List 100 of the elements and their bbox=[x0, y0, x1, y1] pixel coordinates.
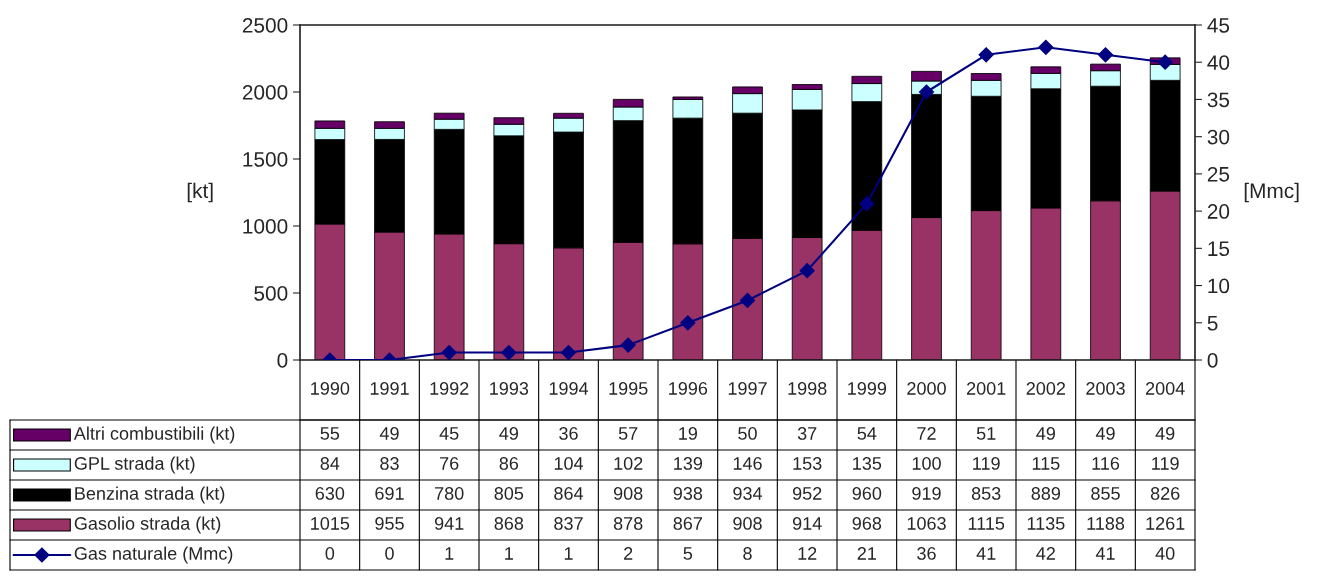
x-tick-label: 1993 bbox=[490, 382, 529, 395]
x-tick-label: 1999 bbox=[848, 382, 887, 395]
y2-axis-title: [Mmc] bbox=[1244, 182, 1299, 203]
data-label: 952 bbox=[792, 487, 822, 500]
data-label: 36 bbox=[559, 427, 578, 440]
data-label: 908 bbox=[613, 487, 643, 500]
y2-tick-label: 15 bbox=[1208, 241, 1230, 257]
data-label: 83 bbox=[380, 457, 399, 470]
y-axis-title: [kt] bbox=[187, 182, 213, 203]
y-tick-label: 2500 bbox=[242, 18, 288, 33]
point bbox=[1097, 47, 1114, 63]
data-label: 8 bbox=[743, 547, 752, 560]
data-label: 691 bbox=[375, 487, 404, 500]
legend-label: Benzina strada (kt) bbox=[75, 486, 225, 504]
data-label: 1 bbox=[505, 547, 513, 560]
point bbox=[859, 196, 875, 212]
data-label: 805 bbox=[494, 487, 524, 500]
data-label: 853 bbox=[971, 487, 1001, 500]
data-label: 41 bbox=[1095, 547, 1115, 560]
data-label: 1 bbox=[445, 547, 454, 560]
point bbox=[799, 263, 815, 279]
data-label: 119 bbox=[1152, 457, 1179, 470]
data-label: 889 bbox=[1031, 487, 1061, 500]
data-label: 1115 bbox=[968, 517, 1005, 530]
legend-label: Gasolio strada (kt) bbox=[74, 516, 221, 534]
data-label: 837 bbox=[554, 517, 583, 530]
x-tick-label: 1990 bbox=[311, 382, 350, 395]
data-label: 955 bbox=[375, 517, 404, 530]
data-label: 1063 bbox=[907, 517, 946, 530]
data-label: 119 bbox=[973, 457, 1000, 470]
data-label: 968 bbox=[852, 517, 882, 530]
point bbox=[739, 292, 756, 309]
data-label: 54 bbox=[857, 427, 877, 440]
data-label: 878 bbox=[613, 517, 643, 530]
y2-tick-label: 0 bbox=[1207, 353, 1218, 368]
point bbox=[680, 315, 696, 331]
data-label: 104 bbox=[554, 457, 584, 470]
data-label: 115 bbox=[1032, 457, 1060, 470]
data-label: 938 bbox=[673, 487, 703, 500]
data-label: 49 bbox=[1036, 427, 1056, 440]
x-tick-label: 2003 bbox=[1086, 382, 1125, 395]
x-tick-label: 1991 bbox=[370, 382, 409, 395]
x-tick-label: 2000 bbox=[907, 382, 946, 395]
data-label: 57 bbox=[618, 427, 638, 440]
point bbox=[560, 344, 577, 360]
data-label: 55 bbox=[320, 427, 340, 440]
data-label: 50 bbox=[738, 427, 757, 440]
data-label: 21 bbox=[857, 547, 876, 560]
data-label: 0 bbox=[385, 547, 394, 560]
data-label: 41 bbox=[976, 547, 996, 560]
y-tick-label: 2000 bbox=[242, 85, 288, 100]
legend-label: GPL strada (kt) bbox=[74, 456, 195, 474]
data-label: 72 bbox=[917, 427, 936, 440]
data-label: 0 bbox=[325, 547, 335, 560]
data-label: 826 bbox=[1150, 487, 1180, 500]
data-label: 1135 bbox=[1027, 517, 1065, 530]
data-label: 780 bbox=[435, 487, 464, 500]
point bbox=[501, 344, 517, 360]
data-label: 49 bbox=[499, 427, 519, 440]
data-label: 960 bbox=[852, 487, 882, 500]
y2-tick-label: 45 bbox=[1207, 18, 1230, 33]
data-label: 867 bbox=[673, 517, 702, 530]
y-tick-label: 1000 bbox=[243, 219, 288, 234]
data-label: 86 bbox=[499, 457, 519, 470]
data-label: 914 bbox=[792, 517, 822, 530]
x-tick-label: 2001 bbox=[966, 382, 1006, 395]
point bbox=[441, 344, 457, 360]
data-label: 630 bbox=[315, 487, 345, 500]
y2-tick-label: 30 bbox=[1207, 129, 1230, 145]
x-tick-label: 1995 bbox=[609, 382, 648, 395]
data-label: 1261 bbox=[1146, 517, 1185, 530]
legend-label: Gas naturale (Mmc) bbox=[74, 546, 233, 564]
data-label: 100 bbox=[912, 457, 941, 470]
y2-tick-label: 10 bbox=[1208, 278, 1230, 294]
point bbox=[620, 337, 636, 353]
y-tick-label: 500 bbox=[254, 286, 288, 301]
data-label: 864 bbox=[554, 487, 584, 500]
data-label: 76 bbox=[440, 457, 459, 470]
data-label: 139 bbox=[674, 457, 703, 470]
data-label: 19 bbox=[679, 427, 698, 440]
data-label: 40 bbox=[1155, 547, 1175, 560]
x-tick-label: 1992 bbox=[430, 382, 469, 395]
data-label: 941 bbox=[434, 517, 464, 530]
data-label: 855 bbox=[1091, 487, 1120, 500]
y2-tick-label: 20 bbox=[1207, 204, 1230, 219]
point bbox=[978, 47, 994, 63]
point bbox=[1157, 54, 1173, 70]
y-tick-label: 1500 bbox=[243, 152, 288, 167]
data-label: 45 bbox=[439, 427, 459, 440]
x-tick-label: 1996 bbox=[669, 382, 708, 395]
data-label: 36 bbox=[917, 547, 936, 560]
data-label: 49 bbox=[1155, 427, 1175, 440]
data-label: 49 bbox=[379, 427, 399, 440]
data-label: 153 bbox=[793, 457, 822, 470]
data-label: 146 bbox=[733, 457, 762, 470]
data-label: 934 bbox=[733, 487, 763, 500]
x-tick-label: 1997 bbox=[728, 382, 767, 395]
data-label: 49 bbox=[1095, 427, 1115, 440]
y2-tick-label: 25 bbox=[1207, 166, 1230, 182]
data-label: 1188 bbox=[1087, 517, 1125, 530]
